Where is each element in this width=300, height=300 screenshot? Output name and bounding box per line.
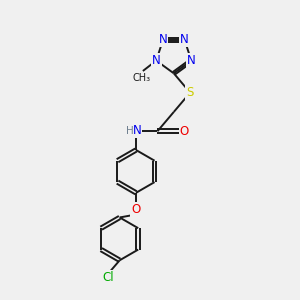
- Text: O: O: [131, 203, 141, 216]
- Text: Cl: Cl: [102, 271, 114, 284]
- Text: N: N: [187, 54, 196, 67]
- Text: N: N: [159, 34, 167, 46]
- Text: N: N: [133, 124, 142, 137]
- Text: H: H: [126, 126, 134, 136]
- Text: CH₃: CH₃: [132, 73, 151, 82]
- Text: N: N: [152, 54, 161, 67]
- Text: O: O: [180, 125, 189, 138]
- Text: S: S: [186, 86, 194, 99]
- Text: N: N: [180, 34, 189, 46]
